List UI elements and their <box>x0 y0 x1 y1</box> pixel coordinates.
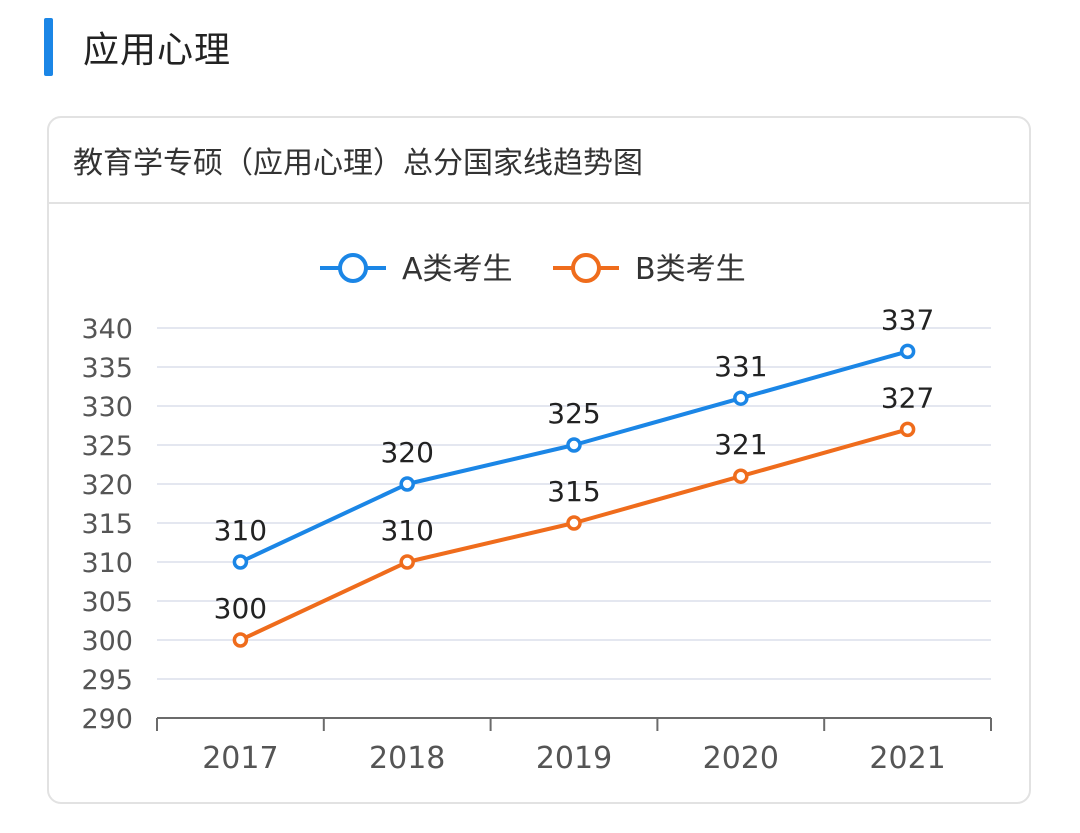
data-label: 331 <box>714 350 767 383</box>
section-header: 应用心理 <box>44 18 231 76</box>
y-tick-label: 305 <box>81 587 133 618</box>
data-point <box>566 515 582 531</box>
x-tick-label: 2020 <box>703 741 779 776</box>
data-label: 320 <box>380 436 433 469</box>
legend-label: B类考生 <box>635 252 746 287</box>
data-label: 300 <box>214 592 267 625</box>
data-point <box>232 554 249 570</box>
y-tick-label: 290 <box>81 704 133 735</box>
data-label: 321 <box>714 428 767 461</box>
legend-label: A类考生 <box>402 252 513 287</box>
data-point <box>899 343 916 360</box>
data-point <box>399 476 415 492</box>
data-point <box>566 437 582 453</box>
data-label: 325 <box>547 397 600 430</box>
data-point <box>899 421 916 438</box>
data-point <box>232 632 249 648</box>
y-tick-label: 325 <box>81 431 133 462</box>
data-label: 315 <box>547 475 600 508</box>
y-tick-label: 335 <box>81 353 133 384</box>
y-tick-label: 315 <box>81 509 133 540</box>
section-accent-bar <box>44 18 53 76</box>
legend-marker <box>571 253 601 283</box>
x-tick-label: 2019 <box>536 741 612 776</box>
legend-marker <box>338 253 368 283</box>
data-point <box>399 554 415 570</box>
y-tick-label: 300 <box>81 626 133 657</box>
chart-card: 教育学专硕（应用心理）总分国家线趋势图 <box>47 116 1031 804</box>
y-tick-label: 330 <box>81 392 133 423</box>
data-label: 310 <box>380 514 433 547</box>
y-tick-label: 320 <box>81 470 133 501</box>
data-label: 327 <box>881 381 934 414</box>
x-tick-label: 2017 <box>202 741 278 776</box>
chart-card-header: 教育学专硕（应用心理）总分国家线趋势图 <box>49 118 1029 204</box>
y-tick-label: 295 <box>81 665 133 696</box>
data-point <box>733 468 749 484</box>
x-tick-label: 2018 <box>369 741 445 776</box>
section-title: 应用心理 <box>83 30 232 71</box>
chart-title: 教育学专硕（应用心理）总分国家线趋势图 <box>73 146 643 181</box>
x-tick-label: 2021 <box>869 741 945 776</box>
y-tick-label: 340 <box>81 314 133 345</box>
data-label: 310 <box>214 514 267 547</box>
series-line <box>239 427 909 642</box>
y-tick-label: 310 <box>81 548 133 579</box>
data-point <box>733 390 749 406</box>
data-label: 337 <box>881 303 934 336</box>
